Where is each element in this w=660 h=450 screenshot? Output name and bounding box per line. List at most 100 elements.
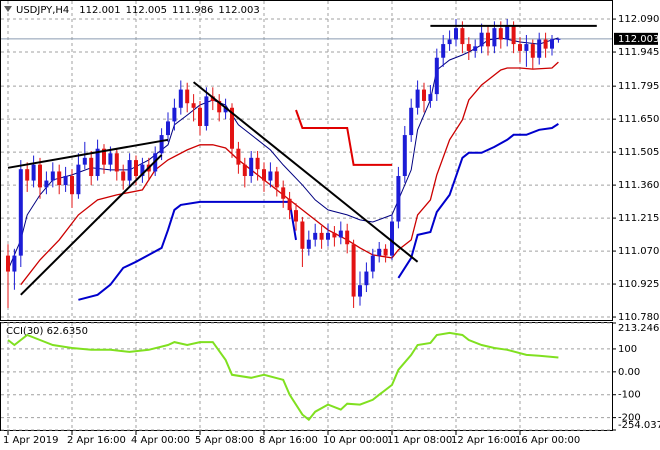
candle-body [70,176,74,195]
candle-body [396,176,401,222]
cci-line [7,331,559,422]
candle-body [25,169,30,181]
marks-layer [1,19,612,422]
candle-body [12,255,17,272]
candle-body [268,171,273,181]
candle-body [223,107,228,113]
x-tick-label: 2 Apr 16:00 [67,435,126,446]
candle-body [364,271,369,286]
candle-body [351,244,356,297]
candle-body [473,46,478,51]
grid-layer [1,1,612,431]
trend-line [20,154,163,296]
y-tick-label: 111.215 [618,213,659,224]
last-low: 111.986 [172,5,213,16]
candle-body [415,89,420,108]
symbol-icon [4,6,12,12]
y-tick-label: 111.505 [618,147,659,158]
current-price-box [614,32,658,45]
x-tick-label: 8 Apr 16:00 [259,435,318,446]
candle-body [530,44,535,58]
candle-body [140,164,145,177]
candle-body [338,230,343,238]
candle-body [114,153,119,172]
x-tick-label: 5 Apr 08:00 [195,435,254,446]
candle-body [95,148,100,177]
candle-body [319,232,324,240]
trend-line [192,81,419,263]
candle-body [402,135,407,177]
candle-body [390,221,394,256]
candle-body [18,169,23,256]
candle-body [198,107,202,126]
candle-body [242,164,247,177]
candle-body [466,44,471,51]
candle-body [556,38,561,40]
candle-body [434,57,439,95]
current-price-label: 112.003 [618,34,659,45]
cci-y-tick-label: -200 [618,413,641,424]
candle-body [262,169,266,181]
candle-body [57,171,62,186]
x-tick-label: 12 Apr 16:00 [451,435,516,446]
candle-body [31,164,36,181]
y-tick-label: 111.650 [618,114,659,125]
candle-body [178,89,183,108]
candle-body [479,32,484,47]
candle-body [441,44,446,58]
candle-body [294,210,298,222]
candle-body [89,157,94,177]
candle-body [409,107,414,136]
candle-body [172,107,177,122]
candle-body [287,198,292,211]
candle-body [82,157,87,165]
candle-body [204,96,209,126]
last-close: 112.003 [218,5,259,16]
candle-body [6,255,10,272]
candle-body [274,171,279,188]
candle-body [518,44,522,51]
y-tick-label: 112.090 [618,14,659,25]
candle-body [166,121,170,136]
cci-frame [0,322,613,431]
candle-body [326,232,330,240]
candle-body [505,25,510,40]
candle-body [543,39,548,49]
candle-body [524,44,529,51]
candle-body [537,39,542,58]
cci-y-tick-label: -100 [618,390,641,401]
candle-body [249,157,254,177]
candle-body [300,221,305,249]
x-tick-label: 4 Apr 00:00 [131,435,190,446]
candle-body [306,239,311,249]
candle-body [108,153,113,165]
x-tick-label: 11 Apr 08:00 [387,435,452,446]
candle-body [358,285,362,297]
y-tick-label: 111.070 [618,246,659,257]
overlay-line [295,109,392,166]
candle-body [185,89,190,104]
candle-body [236,148,241,165]
x-tick-label: 1 Apr 2019 [3,435,58,446]
candle-body [498,28,503,40]
cci-y-tick-label: -254.0373 [618,420,660,431]
candle-body [422,89,426,101]
candle-body [345,230,350,245]
y-tick-label: 111.360 [618,180,659,191]
main-frame [0,0,613,321]
candle-body [281,187,286,199]
last-high: 112.005 [126,5,167,16]
cci-y-tick-label: 100 [618,344,637,355]
candle-body [447,39,452,45]
candle-body [159,135,164,154]
candle-body [377,248,382,256]
candle-body [121,171,126,181]
candle-body [63,176,68,186]
indicator-title: CCI(30) 62.6350 [6,326,88,337]
last-open: 112.001 [79,5,120,16]
chart-symbol: USDJPY,H4 112.001 112.005 111.986 112.003 [16,5,260,16]
y-tick-label: 110.780 [618,312,659,323]
y-tick-label: 110.925 [618,279,659,290]
